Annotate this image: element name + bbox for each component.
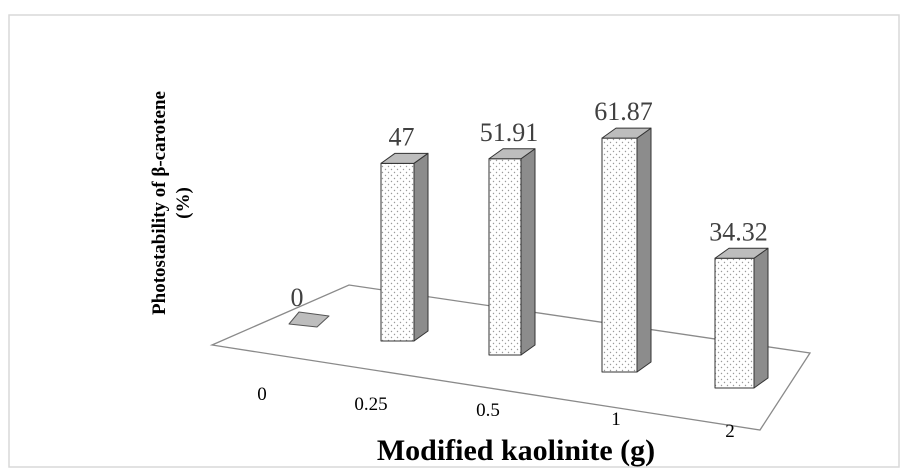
bar-front-face	[380, 162, 415, 342]
bar-top-face	[714, 247, 769, 259]
x-tick-label-0: 0	[257, 384, 267, 405]
bar-front-face	[488, 158, 522, 356]
bar-0	[288, 311, 330, 328]
x-tick-label-1: 1	[611, 409, 621, 430]
bar-1	[601, 127, 652, 373]
chart-floor	[209, 284, 812, 431]
x-tick-labels-layer: 0 0.25 0.5 1 2	[257, 384, 735, 442]
bar-top-face	[488, 148, 536, 160]
bar-side-face	[753, 247, 769, 389]
bars-layer	[288, 127, 769, 389]
x-tick-label-2: 2	[725, 421, 735, 442]
bar-2	[714, 247, 769, 389]
bar-side-face	[413, 152, 429, 342]
bar-0.5	[488, 148, 536, 356]
data-labels-layer: 0 47 51.91 61.87 34.32	[291, 97, 768, 312]
data-label-1: 61.87	[594, 97, 653, 126]
data-label-0.25: 47	[389, 122, 415, 151]
y-axis-title-line2: (%)	[173, 187, 194, 219]
x-tick-label-0.5: 0.5	[476, 400, 500, 421]
x-tick-label-0.25: 0.25	[354, 394, 387, 415]
bar-top-face	[380, 152, 429, 164]
y-axis-title-line1: Photostability of β-carotene	[149, 91, 170, 315]
bar-flat-tile	[288, 311, 330, 328]
bar-front-face	[714, 257, 755, 389]
data-label-0.5: 51.91	[480, 118, 539, 147]
bar-side-face	[520, 148, 536, 356]
bar-0.25	[380, 152, 429, 342]
chart-frame	[8, 14, 900, 468]
data-label-2: 34.32	[709, 217, 768, 246]
bar-side-face	[636, 127, 652, 373]
x-axis-title: Modified kaolinite (g)	[377, 434, 655, 467]
bar-front-face	[601, 137, 638, 373]
y-axis-title: Photostability of β-carotene (%)	[149, 91, 194, 315]
data-label-0: 0	[291, 283, 304, 312]
bar-top-face	[601, 127, 652, 139]
